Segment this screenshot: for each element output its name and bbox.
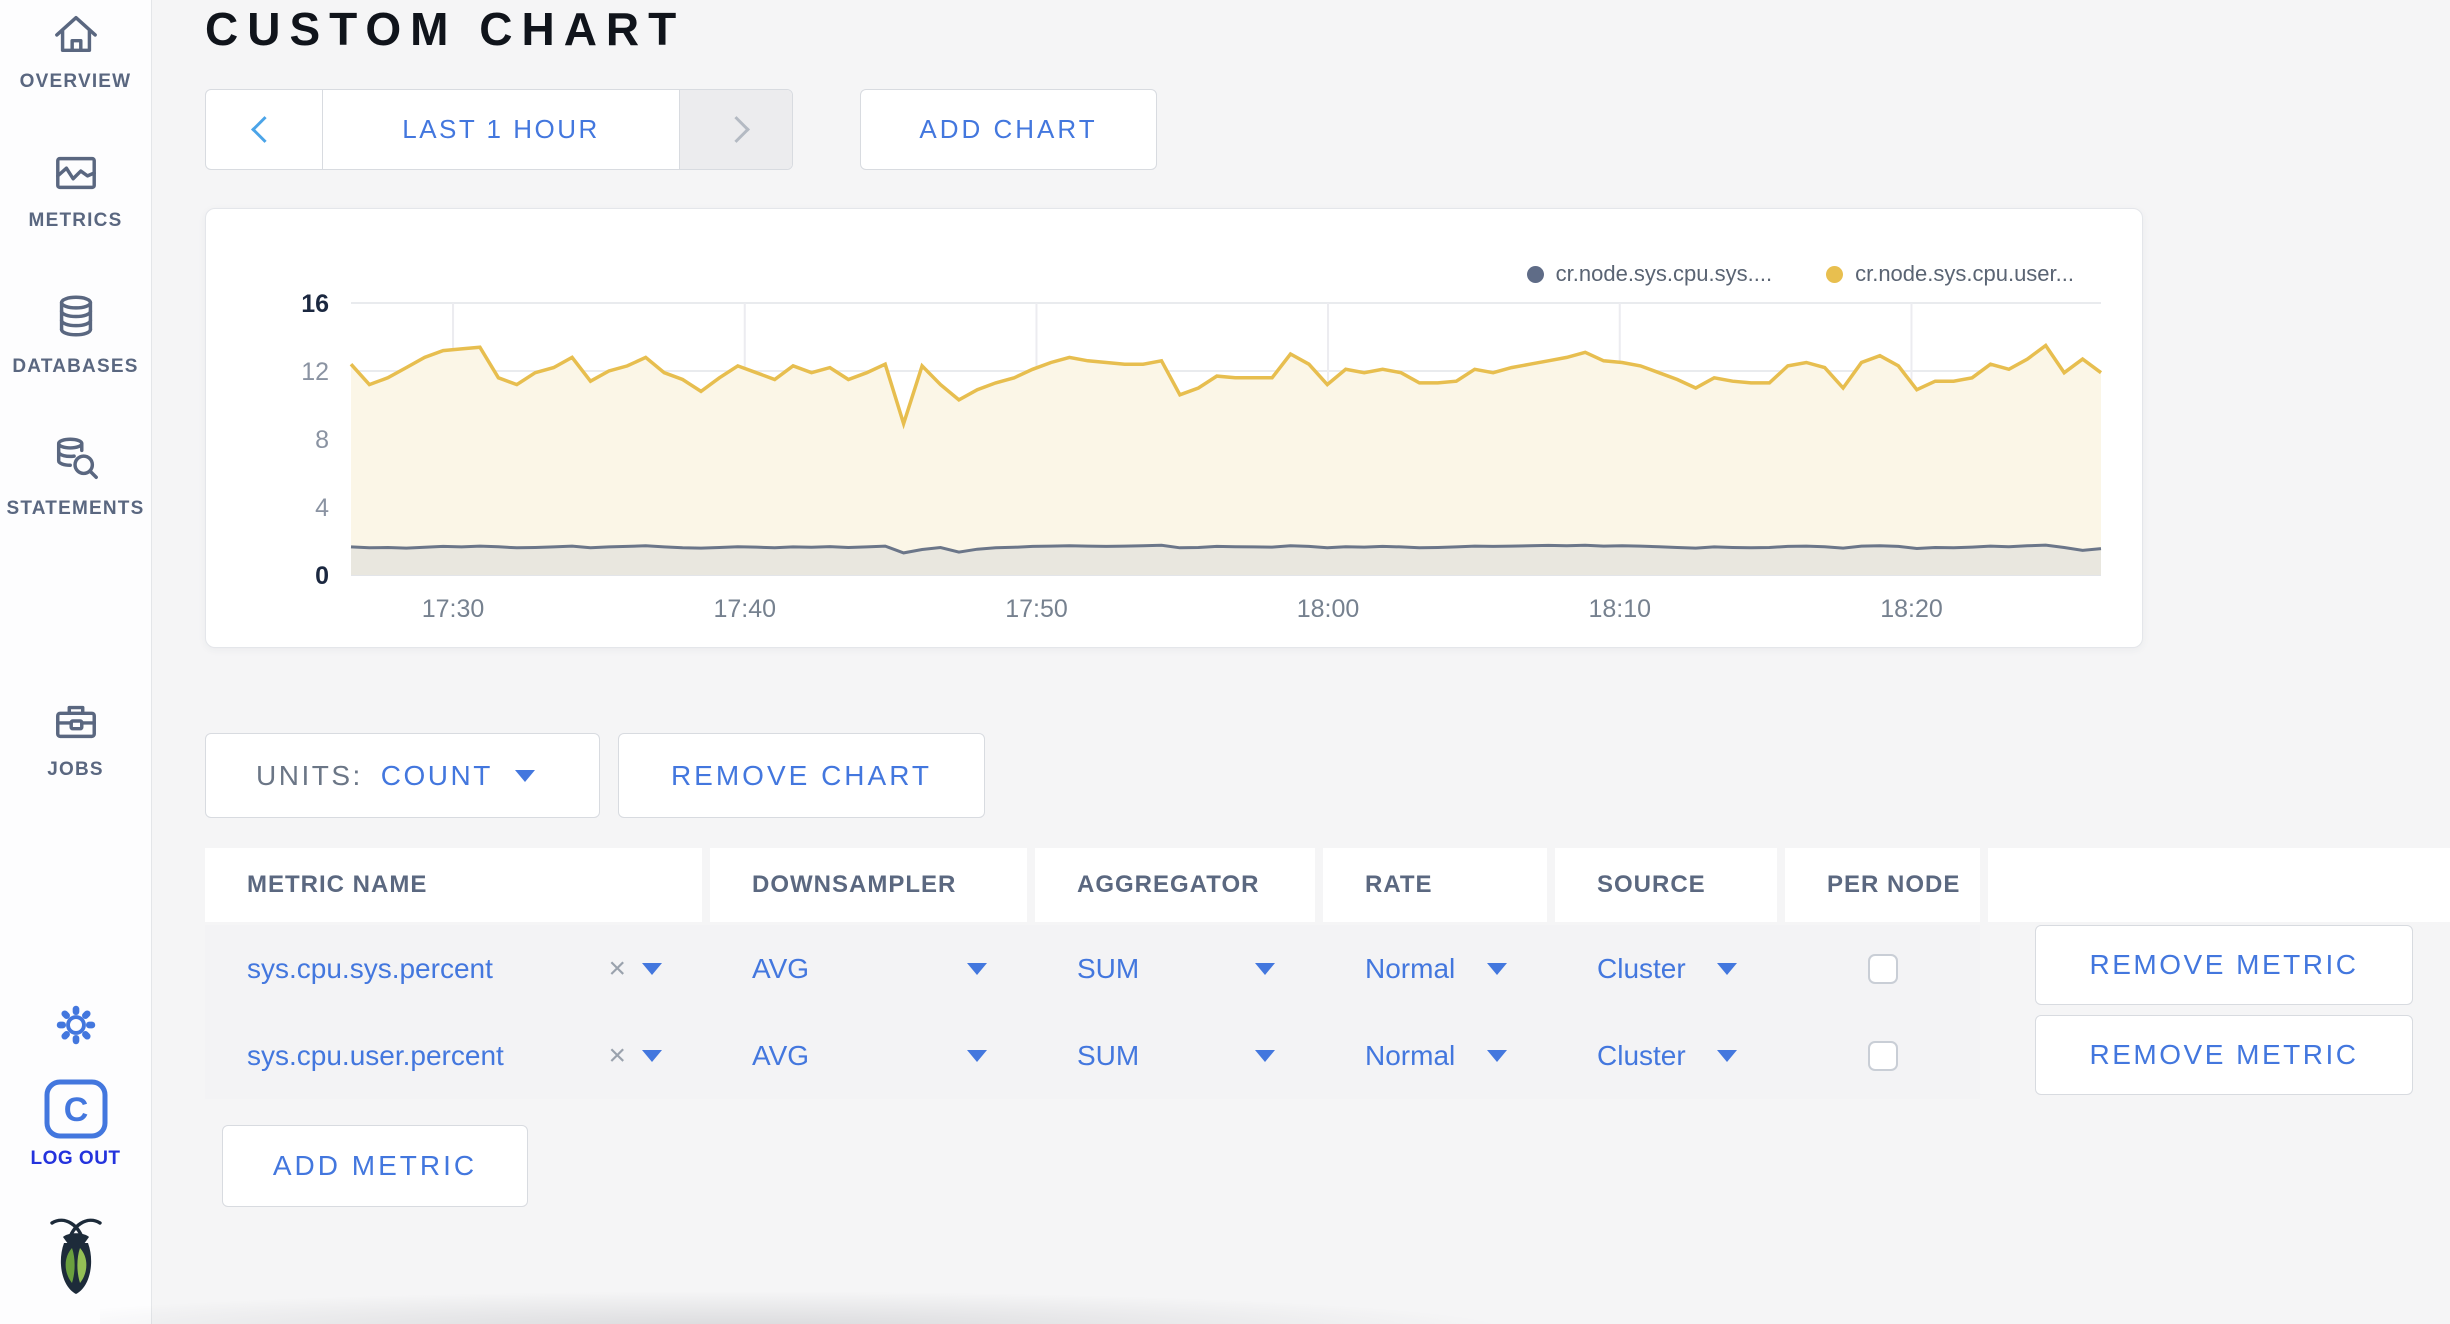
chart-card: 17:30 17:40 17:50 18:00 18:10 18:20 0 4 8 12 16 cr… (205, 208, 2143, 648)
clear-icon[interactable]: × (608, 1038, 626, 1072)
legend-item-user[interactable]: cr.node.sys.cpu.user... (1826, 261, 2074, 287)
gear-icon (53, 1002, 99, 1053)
svg-text:C: C (63, 1091, 88, 1129)
svg-text:17:40: 17:40 (713, 595, 776, 623)
svg-text:18:20: 18:20 (1880, 595, 1943, 623)
caret-down-icon (642, 1049, 662, 1062)
column-header-aggregator: AGGREGATOR (1035, 848, 1315, 922)
sidebar-item-label: OVERVIEW (19, 71, 132, 92)
caret-down-icon (1717, 1049, 1737, 1062)
remove-chart-button[interactable]: REMOVE CHART (618, 733, 985, 818)
remove-metric-button[interactable]: REMOVE METRIC (2035, 1015, 2413, 1095)
metric-name-dropdown[interactable]: sys.cpu.sys.percent × (205, 952, 702, 986)
metric-name-dropdown[interactable]: sys.cpu.user.percent × (205, 1039, 702, 1073)
caret-down-icon (1487, 962, 1507, 975)
per-node-checkbox[interactable] (1867, 1040, 1898, 1071)
sidebar-item-metrics[interactable]: METRICS (0, 150, 151, 232)
sidebar-item-label: DATABASES (12, 356, 139, 377)
column-header-per-node: PER NODE (1785, 848, 1980, 922)
svg-text:4: 4 (315, 494, 329, 522)
column-header-metric-name: METRIC NAME (205, 848, 702, 922)
caret-down-icon (1717, 962, 1737, 975)
legend-item-sys[interactable]: cr.node.sys.cpu.sys.... (1526, 261, 1772, 287)
chevron-left-icon (250, 116, 278, 143)
aggregator-dropdown[interactable]: SUM (1077, 1040, 1275, 1072)
line-chart: 17:30 17:40 17:50 18:00 18:10 18:20 0 4 8 12 16 (301, 290, 2103, 623)
sidebar-item-statements[interactable]: STATEMENTS (0, 434, 151, 520)
table-row: sys.cpu.user.percent × AVG SUM Normal Cl… (205, 1012, 1980, 1099)
metrics-icon (51, 150, 101, 201)
column-header-source: SOURCE (1555, 848, 1777, 922)
sidebar-item-label: STATEMENTS (6, 498, 145, 519)
units-dropdown[interactable]: UNITS: COUNT (205, 733, 600, 818)
sidebar-item-label: METRICS (28, 210, 123, 231)
legend-dot-sys (1526, 265, 1544, 283)
downsampler-dropdown[interactable]: AVG (752, 953, 987, 985)
svg-text:17:50: 17:50 (1005, 595, 1068, 623)
chevron-right-icon (722, 116, 750, 143)
add-metric-button[interactable]: ADD METRIC (222, 1125, 528, 1207)
rate-dropdown[interactable]: Normal (1365, 1040, 1507, 1072)
svg-text:12: 12 (301, 358, 329, 386)
home-icon (51, 11, 101, 62)
sidebar-item-overview[interactable]: OVERVIEW (0, 11, 151, 93)
database-icon (51, 292, 101, 347)
aggregator-dropdown[interactable]: SUM (1077, 953, 1275, 985)
sidebar: OVERVIEW METRICS DATABASE (0, 0, 152, 1324)
sidebar-item-label: JOBS (47, 759, 104, 780)
add-chart-button[interactable]: ADD CHART (860, 89, 1157, 170)
svg-text:18:10: 18:10 (1588, 595, 1651, 623)
units-label: UNITS: (256, 759, 363, 791)
time-window-label[interactable]: LAST 1 HOUR (322, 90, 680, 169)
metrics-table-body: sys.cpu.sys.percent × AVG SUM Normal Clu… (205, 925, 1980, 1099)
column-header-actions (1988, 848, 2450, 922)
chart-legend: cr.node.sys.cpu.sys.... cr.node.sys.cpu.… (1526, 261, 2074, 287)
svg-text:16: 16 (301, 290, 329, 318)
metrics-table: METRIC NAME DOWNSAMPLER AGGREGATOR RATE … (205, 848, 2450, 1099)
rate-dropdown[interactable]: Normal (1365, 953, 1507, 985)
column-header-rate: RATE (1323, 848, 1547, 922)
downsampler-dropdown[interactable]: AVG (752, 1040, 987, 1072)
caret-down-icon (514, 769, 535, 782)
remove-metric-button[interactable]: REMOVE METRIC (2035, 925, 2413, 1005)
cockroachdb-logo[interactable] (0, 1210, 151, 1301)
caret-down-icon (1487, 1049, 1507, 1062)
svg-text:18:00: 18:00 (1297, 595, 1360, 623)
metrics-table-header: METRIC NAME DOWNSAMPLER AGGREGATOR RATE … (205, 848, 2450, 922)
units-value: COUNT (380, 759, 493, 791)
sidebar-item-databases[interactable]: DATABASES (0, 292, 151, 378)
time-window-prev-button[interactable] (206, 90, 322, 169)
jobs-icon (51, 697, 101, 750)
settings-button[interactable] (0, 1002, 151, 1053)
caret-down-icon (1255, 1049, 1275, 1062)
sidebar-item-jobs[interactable]: JOBS (0, 697, 151, 781)
logout-button[interactable]: C (0, 1078, 151, 1145)
svg-text:17:30: 17:30 (422, 595, 485, 623)
clear-icon[interactable]: × (608, 951, 626, 985)
caret-down-icon (967, 962, 987, 975)
logout-label[interactable]: LOG OUT (30, 1148, 121, 1169)
svg-text:0: 0 (315, 562, 329, 590)
per-node-checkbox[interactable] (1867, 953, 1898, 984)
time-window-selector: LAST 1 HOUR (205, 89, 793, 170)
table-row: sys.cpu.sys.percent × AVG SUM Normal Clu… (205, 925, 1980, 1012)
caret-down-icon (642, 962, 662, 975)
statements-icon (51, 434, 101, 489)
page-title: CUSTOM CHART (205, 3, 686, 55)
column-header-downsampler: DOWNSAMPLER (710, 848, 1027, 922)
caret-down-icon (967, 1049, 987, 1062)
source-dropdown[interactable]: Cluster (1597, 953, 1737, 985)
cockroach-bug-icon (47, 1210, 105, 1301)
caret-down-icon (1255, 962, 1275, 975)
svg-text:8: 8 (315, 426, 329, 454)
legend-dot-user (1826, 265, 1844, 283)
source-dropdown[interactable]: Cluster (1597, 1040, 1737, 1072)
bottom-scroll-shadow (100, 1290, 2100, 1324)
cockroach-c-icon: C (43, 1078, 109, 1145)
time-window-next-button[interactable] (680, 90, 792, 169)
